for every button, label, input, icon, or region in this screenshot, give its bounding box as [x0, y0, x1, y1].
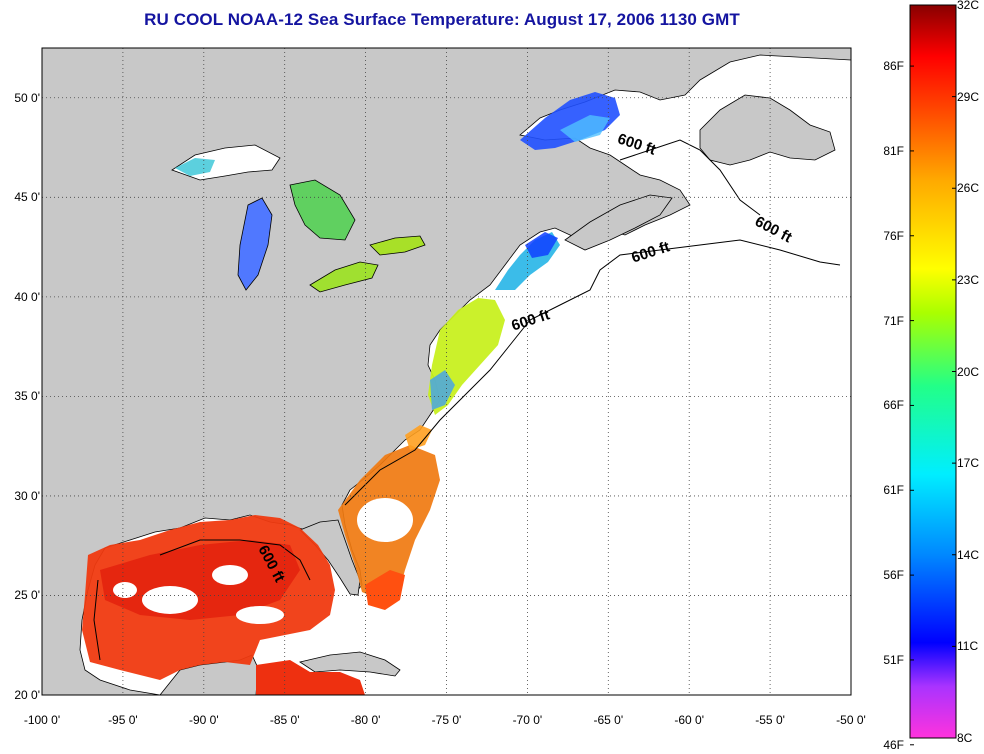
colorbar-celsius-label: 32C — [957, 0, 980, 12]
colorbar-fahrenheit-label: 61F — [883, 483, 904, 498]
colorbar-fahrenheit-label: 81F — [883, 143, 904, 158]
sst-maine-cold — [525, 232, 558, 258]
lon-tick-label: -60 0' — [674, 713, 705, 727]
lat-tick-label: 50 0' — [14, 90, 40, 105]
sst-caribbean — [256, 660, 365, 695]
colorbar-celsius-label: 26C — [957, 181, 980, 196]
600ft-contour-line — [619, 139, 761, 216]
map-frame — [41, 47, 852, 696]
colorbar-fahrenheit-label: 76F — [883, 228, 904, 243]
600ft-contour-line — [93, 579, 101, 661]
cloud-gap — [212, 565, 248, 585]
cloud-gap — [142, 586, 198, 614]
colorbar-celsius-label: 23C — [957, 272, 980, 287]
lake-superior-sst — [175, 158, 215, 176]
lon-tick-label: -50 0' — [836, 713, 866, 727]
colorbar — [909, 4, 957, 739]
newfoundland-land — [699, 94, 836, 166]
colorbar-celsius-label: 29C — [957, 89, 980, 104]
colorbar-celsius-label: 17C — [957, 456, 980, 471]
lat-tick-label: 45 0' — [14, 190, 40, 205]
lon-tick-label: -75 0' — [431, 713, 462, 727]
cloud-gap — [357, 498, 413, 542]
600ft-contour-line — [159, 539, 311, 581]
lat-tick-label: 25 0' — [14, 588, 40, 603]
sst-st-lawrence — [520, 92, 620, 150]
colorbar-ticks — [910, 4, 956, 746]
sst-st-lawrence-warm — [560, 115, 610, 142]
lon-tick-label: -100 0' — [23, 713, 61, 727]
colorbar-fahrenheit-label: 66F — [883, 398, 904, 413]
map-title: RU COOL NOAA-12 Sea Surface Temperature:… — [144, 10, 740, 29]
colorbar-celsius-label: 8C — [957, 731, 973, 745]
lake-erie — [309, 261, 379, 293]
sst-chesapeake-cool — [430, 370, 455, 410]
colorbar-fahrenheit-label: 71F — [883, 313, 904, 328]
nova-scotia-land — [564, 194, 673, 251]
colorbar-fahrenheit-label: 51F — [883, 652, 904, 667]
lon-tick-label: -85 0' — [269, 713, 300, 727]
colorbar-fahrenheit-label: 56F — [883, 568, 904, 583]
lat-tick-label: 40 0' — [14, 289, 40, 304]
lat-tick-label: 30 0' — [14, 488, 40, 503]
cuba-land — [299, 651, 401, 677]
lon-tick-label: -95 0' — [108, 713, 138, 727]
lat-tick-label: 20 0' — [14, 688, 40, 702]
colorbar-celsius-label: 11C — [957, 639, 979, 654]
colorbar-fahrenheit-label: 46F — [883, 737, 904, 752]
lat-tick-label: 35 0' — [14, 389, 40, 404]
lon-tick-label: -80 0' — [350, 713, 381, 727]
lake-huron — [289, 179, 356, 241]
colorbar-celsius-label: 20C — [957, 364, 980, 379]
lon-tick-label: -70 0' — [512, 713, 543, 727]
cloud-gap — [236, 606, 284, 624]
lon-tick-label: -90 0' — [188, 713, 219, 727]
cloud-gap — [113, 582, 137, 598]
lon-tick-label: -55 0' — [755, 713, 785, 727]
600ft-contour-line — [344, 239, 841, 506]
colorbar-celsius-label: 14C — [957, 547, 980, 562]
sst-bahamas — [365, 570, 405, 610]
lake-ontario — [369, 235, 426, 256]
lon-tick-label: -65 0' — [593, 713, 624, 727]
lake-michigan — [237, 197, 273, 291]
sst-hatteras — [405, 425, 432, 450]
colorbar-fahrenheit-label: 86F — [883, 59, 904, 74]
florida-land — [299, 519, 361, 596]
